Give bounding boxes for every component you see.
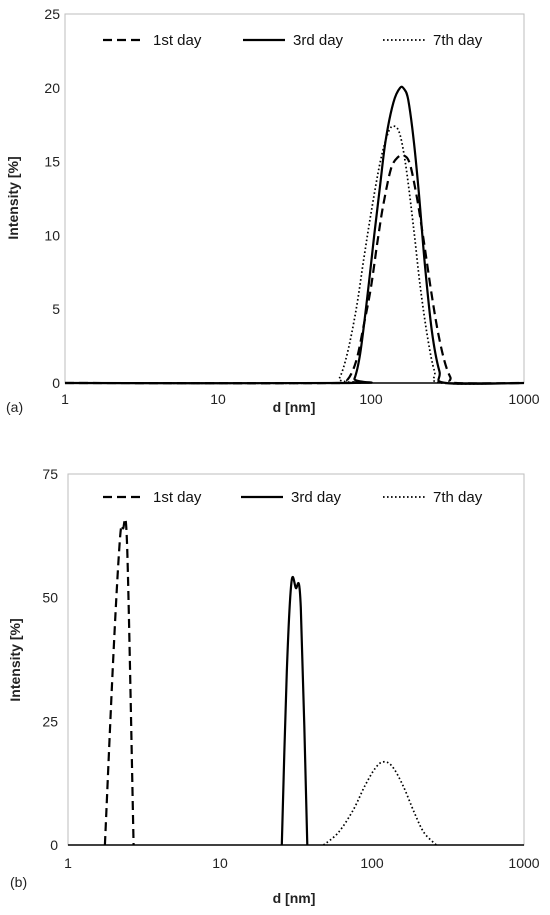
y-tick-labels: 0 5 10 15 20 25 xyxy=(44,6,60,391)
x-tick-label: 1 xyxy=(64,855,72,871)
plot-area-frame xyxy=(64,13,525,384)
y-tick-label: 25 xyxy=(42,713,58,729)
y-axis-label: Intensity [%] xyxy=(7,618,23,701)
y-tick-label: 15 xyxy=(44,154,60,170)
legend-label: 1st day xyxy=(153,32,202,49)
chart-panel-a: 0 5 10 15 20 25 1 10 100 1000 1st day 3rd day 7th … xyxy=(5,6,540,415)
panel-label-b: (b) xyxy=(10,874,27,890)
x-axis-label: d [nm] xyxy=(273,399,316,415)
x-tick-label: 1 xyxy=(61,391,69,407)
legend-label: 7th day xyxy=(433,32,483,49)
series-line-1st-day xyxy=(64,153,525,385)
y-tick-label: 0 xyxy=(50,837,58,853)
panel-label-a: (a) xyxy=(6,399,23,415)
x-tick-label: 10 xyxy=(212,855,228,871)
y-axis-label: Intensity [%] xyxy=(5,156,21,239)
y-tick-label: 50 xyxy=(42,590,58,606)
legend: 1st day 3rd day 7th day xyxy=(103,489,483,506)
x-tick-labels: 1 10 100 1000 xyxy=(61,391,540,407)
x-tick-label: 10 xyxy=(210,391,226,407)
series-lines xyxy=(68,517,524,846)
series-line-7th-day xyxy=(322,760,437,846)
series-line-7th-day xyxy=(64,125,525,385)
y-tick-label: 0 xyxy=(52,375,60,391)
y-tick-labels: 0 25 50 75 xyxy=(42,466,58,853)
x-tick-label: 1000 xyxy=(508,855,539,871)
series-line-1st-day xyxy=(103,517,135,846)
legend-label: 3rd day xyxy=(293,32,344,49)
chart-panel-b: 0 25 50 75 1 10 100 1000 1st day 3rd day 7th day… xyxy=(7,466,540,906)
x-axis-label: d [nm] xyxy=(273,890,316,906)
y-tick-label: 75 xyxy=(42,466,58,482)
series-line-3rd-day xyxy=(280,575,309,846)
legend-label: 3rd day xyxy=(291,489,342,506)
x-tick-label: 100 xyxy=(359,391,383,407)
y-tick-label: 10 xyxy=(44,227,60,243)
y-tick-label: 20 xyxy=(44,80,60,96)
legend: 1st day 3rd day 7th day xyxy=(103,32,483,49)
x-tick-label: 100 xyxy=(360,855,384,871)
y-tick-label: 5 xyxy=(52,301,60,317)
series-lines xyxy=(64,85,525,385)
x-tick-labels: 1 10 100 1000 xyxy=(64,855,540,871)
legend-label: 7th day xyxy=(433,489,483,506)
y-tick-label: 25 xyxy=(44,6,60,22)
plot-area-frame xyxy=(67,473,525,846)
x-tick-label: 1000 xyxy=(508,391,539,407)
series-line-3rd-day xyxy=(64,85,525,385)
legend-label: 1st day xyxy=(153,489,202,506)
